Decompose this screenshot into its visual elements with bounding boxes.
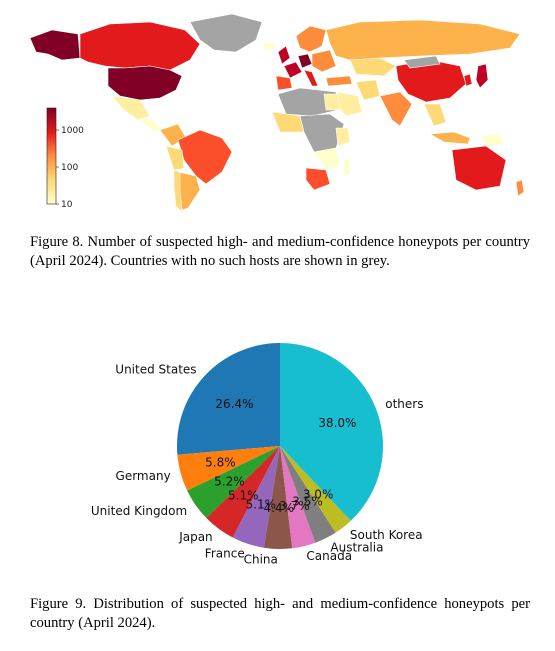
figure-9-caption: Figure 9. Distribution of suspected high…: [30, 596, 530, 631]
pie-category-label-japan: Japan: [178, 530, 212, 544]
map-country-japan: [475, 63, 489, 89]
pie-category-label-united-kingdom: United Kingdom: [91, 504, 187, 518]
map-country-united-kingdom: [277, 45, 291, 65]
pie-category-label-germany: Germany: [116, 469, 171, 483]
colorbar-tick-label: 10: [61, 200, 73, 210]
pie-pct-label-south-korea: 3.0%: [303, 488, 334, 502]
map-country-egypt: [323, 93, 341, 111]
map-country-kazakhstan: [349, 57, 397, 77]
pie-pct-label-china: 4.4%: [264, 501, 295, 515]
map-country-france: [283, 61, 303, 79]
map-country-chile: [173, 169, 183, 213]
pie-slice-germany: [177, 446, 280, 491]
map-country-eastern-europe: [311, 49, 337, 73]
pie-category-label-canada: Canada: [306, 549, 352, 563]
map-country-united-states: [107, 65, 183, 101]
pie-slice-united-kingdom: [187, 446, 280, 519]
map-country-indonesia: [429, 131, 471, 145]
map-country-new-zealand: [515, 179, 525, 197]
map-country-south-africa: [305, 167, 331, 191]
map-country-brazil: [177, 129, 233, 185]
pie-slices: [177, 343, 384, 549]
map-country-turkey: [325, 75, 353, 87]
pie-pct-label-canada: 3.7%: [279, 499, 310, 513]
map-country-madagascar: [343, 157, 351, 177]
colorbar-tick-label: 100: [61, 163, 78, 173]
map-country-spain: [275, 75, 293, 91]
map-country-kenya: [335, 127, 351, 147]
map-country-scandinavia: [295, 25, 327, 53]
map-country-southeast-asia: [423, 103, 447, 127]
pie-pct-label-others: 38.0%: [318, 416, 356, 430]
pie-pct-label-france: 5.1%: [246, 498, 277, 512]
pie-slice-france: [232, 446, 280, 548]
pie-pct-label-japan: 5.1%: [228, 489, 259, 503]
map-country-mexico: [111, 95, 151, 121]
map-country-russia: [325, 19, 521, 61]
pie-slice-south-korea: [280, 446, 351, 533]
map-country-mongolia: [403, 55, 441, 69]
pie-slice-china: [263, 446, 293, 549]
map-country-australia: [451, 145, 507, 191]
pie-slice-others: [280, 343, 384, 521]
map-country-canada: [79, 21, 201, 71]
colorbar-tick-label: 1000: [61, 126, 84, 136]
map-country-southern-africa: [313, 147, 341, 171]
map-country-iran: [355, 79, 381, 101]
pie-pct-label-united-kingdom: 5.2%: [214, 474, 245, 488]
world-choropleth-map: 1000 100 10: [29, 13, 525, 213]
pie-pct-label-germany: 5.8%: [205, 455, 236, 469]
pie-category-label-china: China: [244, 552, 278, 566]
pie-category-label-france: France: [205, 547, 245, 561]
pie-slice-canada: [280, 446, 316, 549]
map-country-central-america: [137, 117, 163, 133]
pie-category-label-others: others: [385, 397, 423, 411]
map-country-india: [379, 91, 413, 127]
map-country-greenland: [189, 13, 263, 53]
pie-slice-japan: [206, 446, 280, 538]
map-country-iceland: [261, 41, 277, 51]
map-country-peru: [165, 145, 185, 171]
map-country-korea: [463, 73, 473, 87]
pie-slice-australia: [280, 446, 336, 543]
pie-pct-label-united-states: 26.4%: [215, 397, 253, 411]
figure-8-caption: Figure 8. Number of suspected high- and …: [30, 234, 530, 269]
map-country-saudi-arabia: [335, 91, 363, 117]
pie-category-label-united-states: United States: [115, 362, 196, 376]
map-country-italy: [303, 69, 319, 87]
pie-category-label-australia: Australia: [330, 540, 383, 554]
map-country-alaska: [29, 29, 81, 61]
map-country-germany: [297, 53, 313, 69]
honeypot-pie-chart: 26.4% United States 5.8% Germany 5.2% United …: [91, 343, 424, 566]
pie-pct-label-australia: 3.5%: [292, 494, 323, 508]
map-country-papua: [479, 133, 505, 147]
colorbar: [46, 107, 57, 205]
map-country-china: [395, 59, 467, 103]
pie-texts: 26.4% United States 5.8% Germany 5.2% United …: [91, 362, 424, 566]
pie-slice-united-states: [177, 343, 280, 455]
pie-category-label-south-korea: South Korea: [350, 528, 423, 542]
